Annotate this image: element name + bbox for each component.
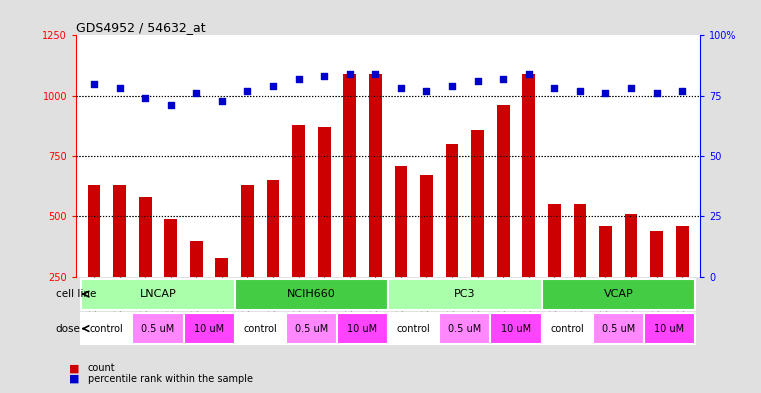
Bar [542, 279, 695, 310]
Bar [497, 105, 510, 277]
Text: 10 uM: 10 uM [654, 323, 684, 334]
Bar [234, 313, 286, 344]
Point [344, 71, 356, 77]
Point [548, 85, 560, 92]
Point [139, 95, 151, 101]
Point [574, 88, 586, 94]
Bar [676, 226, 689, 277]
Point [625, 85, 637, 92]
Bar [644, 313, 695, 344]
Text: 10 uM: 10 uM [348, 323, 377, 334]
Text: control: control [396, 323, 431, 334]
Bar [599, 226, 612, 277]
Point [395, 85, 407, 92]
Text: PC3: PC3 [454, 289, 476, 299]
Text: count: count [88, 364, 115, 373]
Text: NCIH660: NCIH660 [287, 289, 336, 299]
Bar [81, 279, 234, 310]
Point [113, 85, 126, 92]
Point [497, 76, 509, 82]
Point [216, 97, 228, 104]
Bar [241, 185, 254, 277]
Bar [286, 313, 337, 344]
Bar [266, 180, 279, 277]
Text: ■: ■ [68, 374, 79, 384]
Point [369, 71, 381, 77]
Bar [420, 175, 433, 277]
Point [267, 83, 279, 89]
Text: control: control [244, 323, 277, 334]
Point [190, 90, 202, 96]
Bar [81, 313, 132, 344]
Bar [388, 313, 439, 344]
Point [472, 78, 484, 84]
Point [88, 81, 100, 87]
Bar [388, 279, 542, 310]
Bar [593, 313, 644, 344]
Bar [139, 197, 151, 277]
Point [600, 90, 612, 96]
Bar [234, 279, 388, 310]
Text: cell line: cell line [56, 289, 96, 299]
Bar [446, 144, 458, 277]
Bar [542, 313, 593, 344]
Bar [522, 74, 535, 277]
Bar [132, 313, 183, 344]
Text: percentile rank within the sample: percentile rank within the sample [88, 374, 253, 384]
Point [420, 88, 432, 94]
Bar [650, 231, 663, 277]
Bar [625, 214, 638, 277]
Bar [548, 204, 561, 277]
Text: GDS4952 / 54632_at: GDS4952 / 54632_at [76, 21, 205, 34]
Text: VCAP: VCAP [603, 289, 633, 299]
Text: 0.5 uM: 0.5 uM [142, 323, 174, 334]
Text: ■: ■ [68, 364, 79, 373]
Text: 0.5 uM: 0.5 uM [602, 323, 635, 334]
Bar [574, 204, 586, 277]
Text: 0.5 uM: 0.5 uM [295, 323, 328, 334]
Point [676, 88, 688, 94]
Text: LNCAP: LNCAP [139, 289, 177, 299]
Point [318, 73, 330, 79]
Point [164, 102, 177, 108]
Bar [394, 166, 407, 277]
Point [651, 90, 663, 96]
Bar [164, 219, 177, 277]
Bar [471, 130, 484, 277]
Point [241, 88, 253, 94]
Bar [337, 313, 388, 344]
Bar [190, 241, 202, 277]
Bar [215, 257, 228, 277]
Bar [318, 127, 330, 277]
Text: 10 uM: 10 uM [501, 323, 531, 334]
Bar [113, 185, 126, 277]
Bar [183, 313, 234, 344]
Bar [490, 313, 542, 344]
Bar [369, 74, 382, 277]
Bar [343, 74, 356, 277]
Point [292, 76, 304, 82]
Text: control: control [90, 323, 124, 334]
Text: 10 uM: 10 uM [194, 323, 224, 334]
Point [523, 71, 535, 77]
Text: 0.5 uM: 0.5 uM [448, 323, 482, 334]
Bar [88, 185, 100, 277]
Bar [439, 313, 490, 344]
Text: control: control [550, 323, 584, 334]
Bar [292, 125, 305, 277]
Text: dose: dose [56, 323, 81, 334]
Point [446, 83, 458, 89]
